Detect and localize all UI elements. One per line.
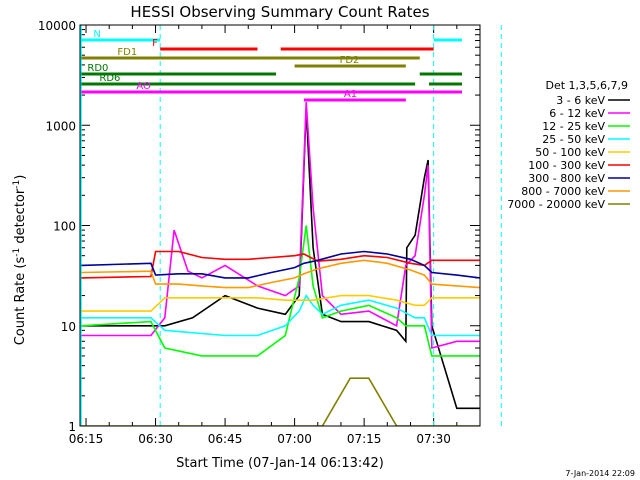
flag-label-fd2: FD2 — [340, 55, 360, 66]
y-tick-label: 10 — [61, 320, 76, 334]
flag-label-rd0: RD0 — [87, 63, 108, 74]
y-tick-label: 1000 — [45, 119, 76, 133]
x-tick-label: 06:30 — [138, 432, 173, 446]
x-axis-label: Start Time (07-Jan-14 06:13:42) — [176, 456, 384, 471]
flag-label-ao: AO — [136, 81, 151, 92]
y-axis-label: Count Rate (s-1 detector-1) — [12, 175, 28, 346]
chart-title: HESSI Observing Summary Count Rates — [130, 3, 429, 21]
footer-date: 7-Jan-2014 22:09 — [565, 469, 635, 478]
y-label-exp1: -1 — [12, 248, 22, 257]
svg-text:Count Rate (s-1 detector-1): Count Rate (s-1 detector-1) — [12, 175, 28, 346]
x-tick-label: 06:15 — [69, 432, 104, 446]
flag-label-a1: A1 — [344, 89, 357, 100]
legend-label: 6 - 12 keV — [549, 107, 605, 120]
legend-label: 25 - 50 keV — [542, 133, 605, 146]
legend-label: 800 - 7000 keV — [521, 185, 605, 198]
x-tick-label: 07:30 — [416, 432, 451, 446]
series-line-6 — [81, 250, 480, 279]
flag-label-f: F — [152, 38, 158, 49]
series-line-7 — [81, 259, 480, 289]
legend-label: 50 - 100 keV — [535, 146, 605, 159]
series-line-4 — [81, 294, 480, 312]
series-line-0 — [81, 107, 480, 410]
y-label-mid: detector — [13, 188, 28, 248]
flag-label-fd1: FD1 — [117, 47, 137, 58]
legend-title: Det 1,3,5,6,7,9 — [545, 79, 628, 92]
x-tick-label: 07:15 — [347, 432, 382, 446]
y-tick-label: 10000 — [38, 19, 76, 33]
series-line-8 — [81, 377, 480, 426]
plot-frame — [79, 24, 481, 427]
flag-label-n: N — [93, 29, 100, 40]
y-label-exp2: -1 — [12, 180, 22, 189]
legend-label: 100 - 300 keV — [528, 159, 605, 172]
legend-label: 7000 - 20000 keV — [507, 198, 605, 211]
y-tick-label: 100 — [53, 220, 76, 234]
series-line-1 — [81, 102, 480, 350]
series-line-2 — [81, 225, 480, 357]
x-tick-label: 07:00 — [277, 432, 312, 446]
series-line-3 — [81, 294, 480, 337]
y-label-base: Count Rate (s — [13, 257, 28, 346]
x-tick-label: 06:45 — [208, 432, 243, 446]
legend-label: 300 - 800 keV — [528, 172, 605, 185]
legend-label: 3 - 6 keV — [556, 94, 605, 107]
legend-label: 12 - 25 keV — [542, 120, 605, 133]
y-label-end: ) — [13, 175, 28, 180]
y-tick-label: 1 — [68, 420, 76, 434]
series-line-5 — [81, 250, 480, 279]
flag-label-rd6: RD6 — [99, 73, 120, 84]
